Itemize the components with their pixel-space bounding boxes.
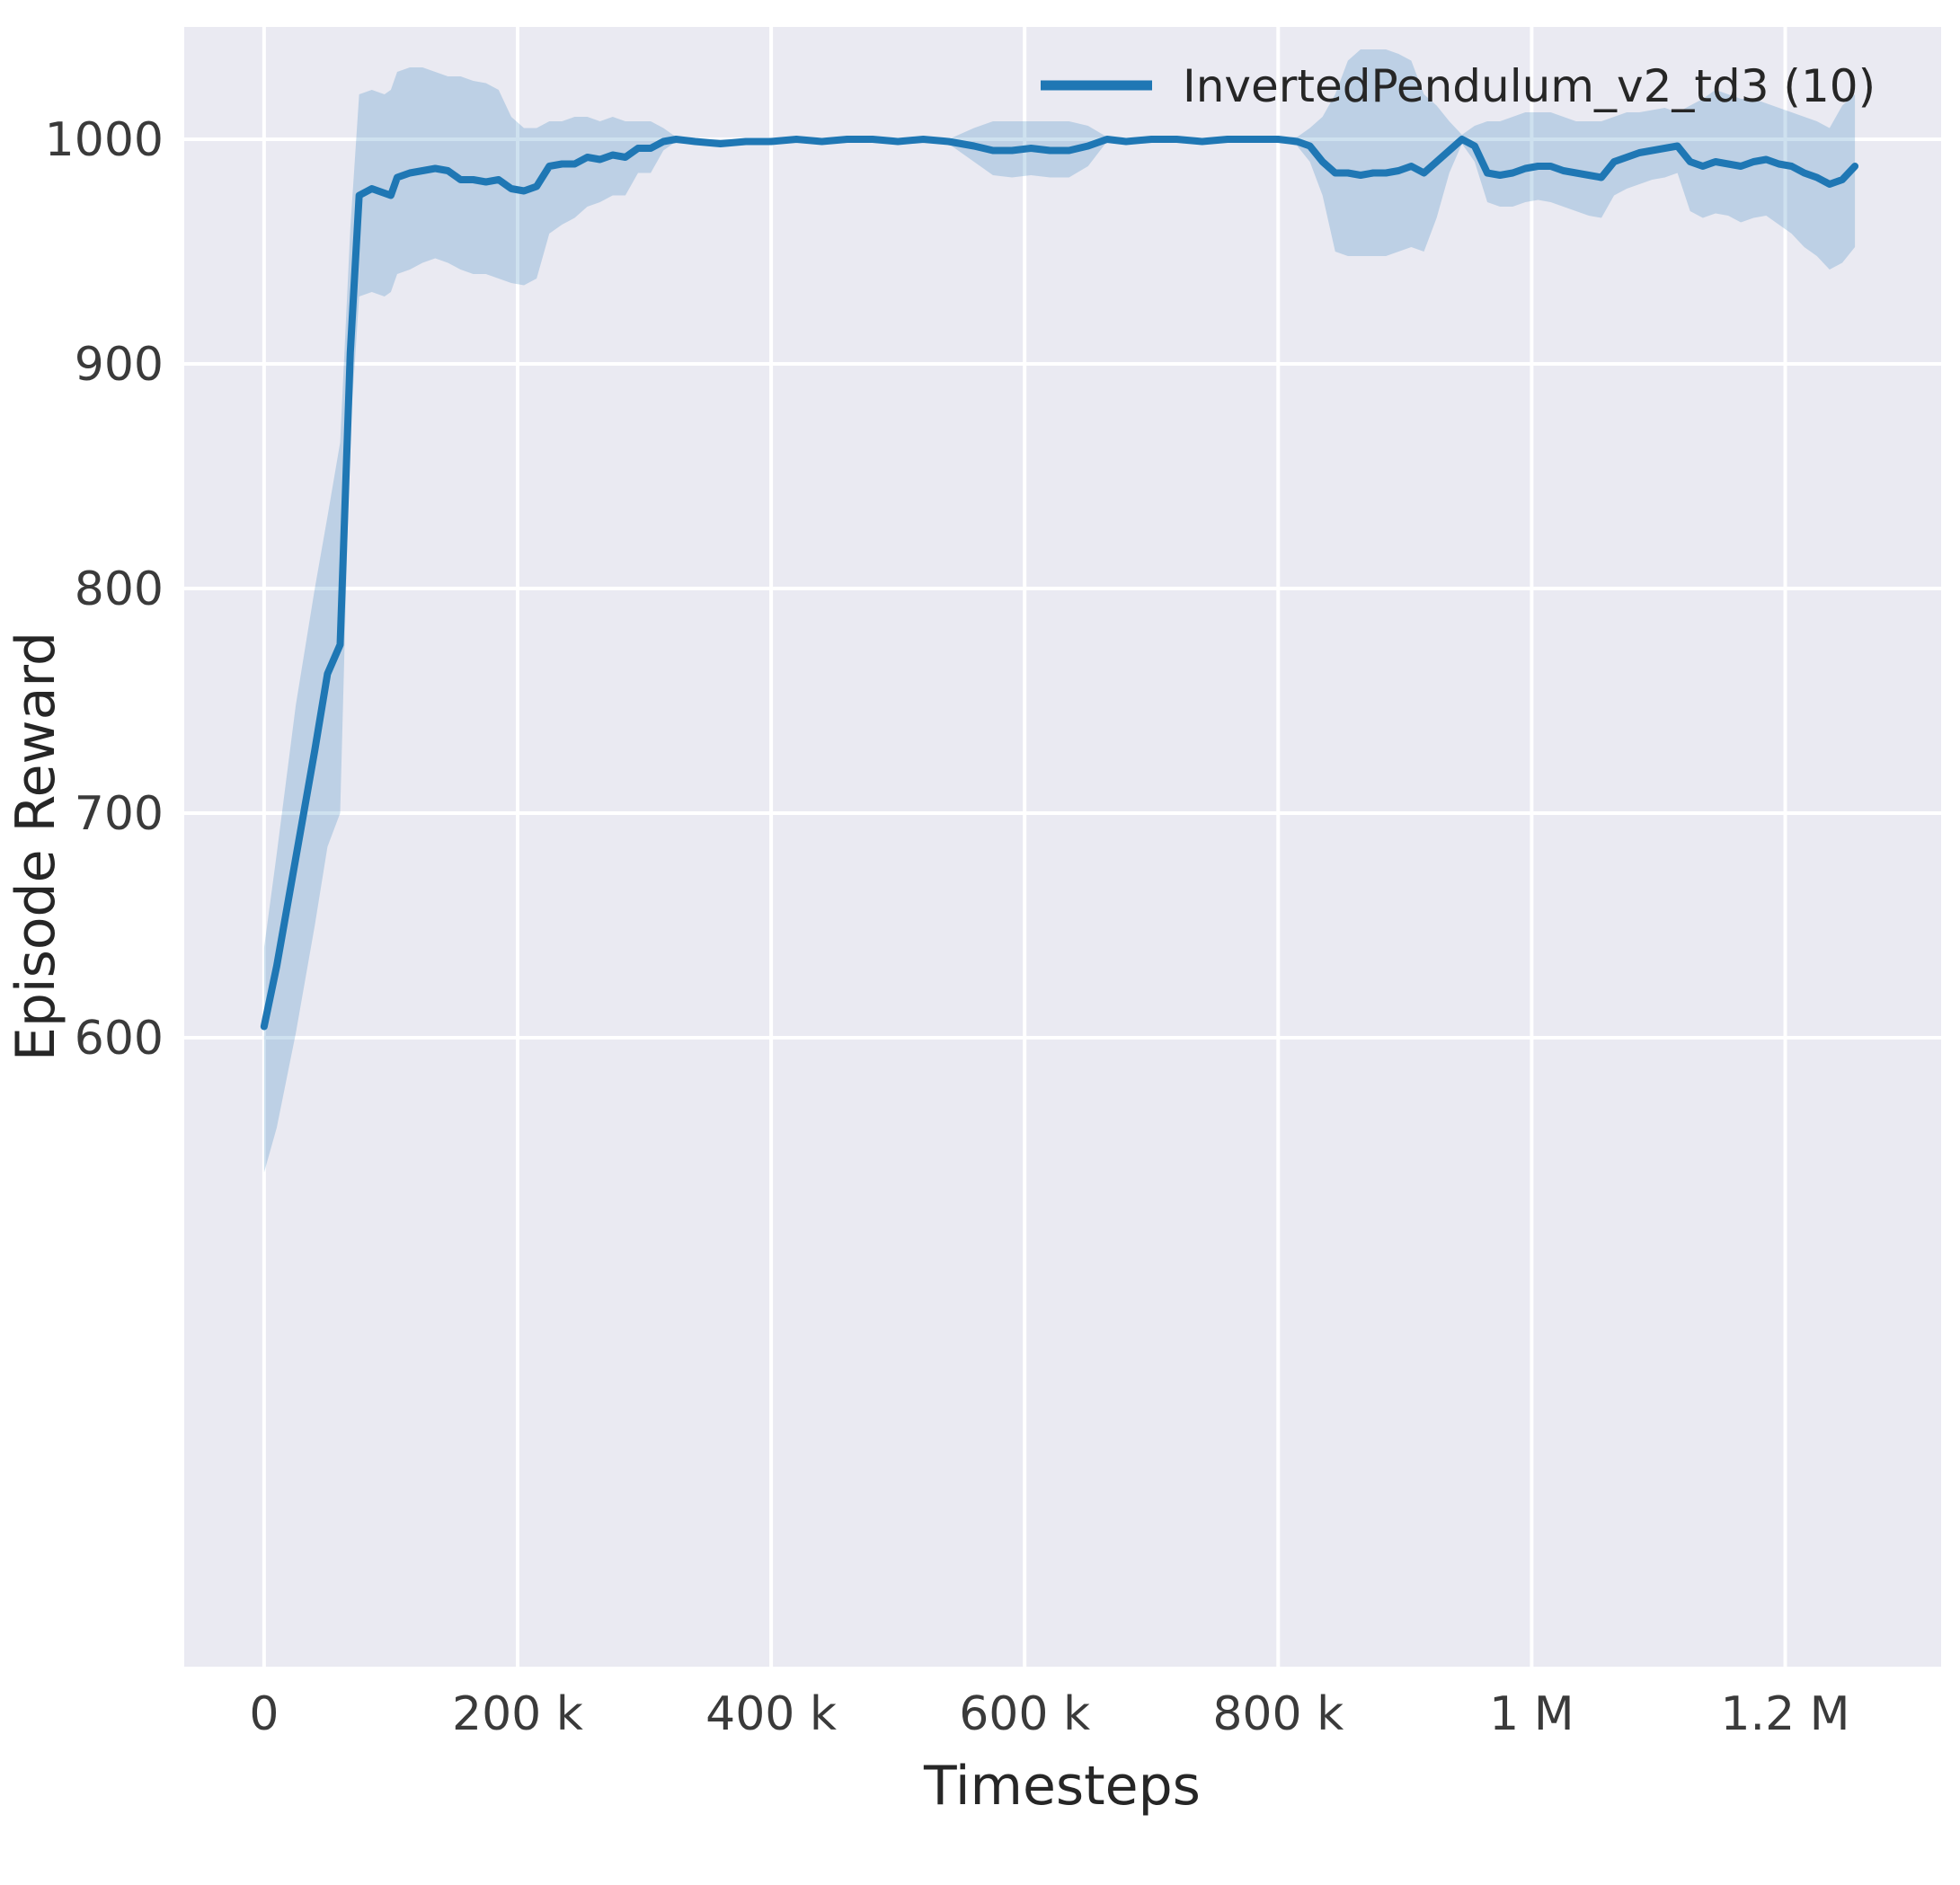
svg-text:900: 900 (75, 338, 164, 392)
svg-text:800 k: 800 k (1212, 1687, 1344, 1741)
svg-text:0: 0 (249, 1687, 279, 1741)
svg-text:800: 800 (75, 562, 164, 616)
legend-label: InvertedPendulum_v2_td3 (10) (1183, 60, 1876, 112)
svg-text:1 M: 1 M (1489, 1687, 1574, 1741)
svg-text:700: 700 (75, 787, 164, 841)
svg-text:1000: 1000 (45, 113, 164, 167)
legend: InvertedPendulum_v2_td3 (10) (1041, 60, 1876, 112)
svg-text:600 k: 600 k (959, 1687, 1090, 1741)
plot-area (184, 27, 1941, 1667)
grid-lines (184, 27, 1941, 1667)
y-axis-label: Episode Reward (4, 632, 67, 1061)
x-tick-labels: 0 200 k 400 k 600 k 800 k 1 M 1.2 M (249, 1687, 1849, 1741)
svg-text:1.2 M: 1.2 M (1720, 1687, 1849, 1741)
svg-text:600: 600 (75, 1012, 164, 1066)
svg-text:400 k: 400 k (705, 1687, 837, 1741)
y-tick-labels: 600 700 800 900 1000 (45, 113, 164, 1066)
svg-text:200 k: 200 k (452, 1687, 583, 1741)
x-axis-label: Timesteps (923, 1755, 1201, 1818)
data-series (260, 49, 1859, 1173)
